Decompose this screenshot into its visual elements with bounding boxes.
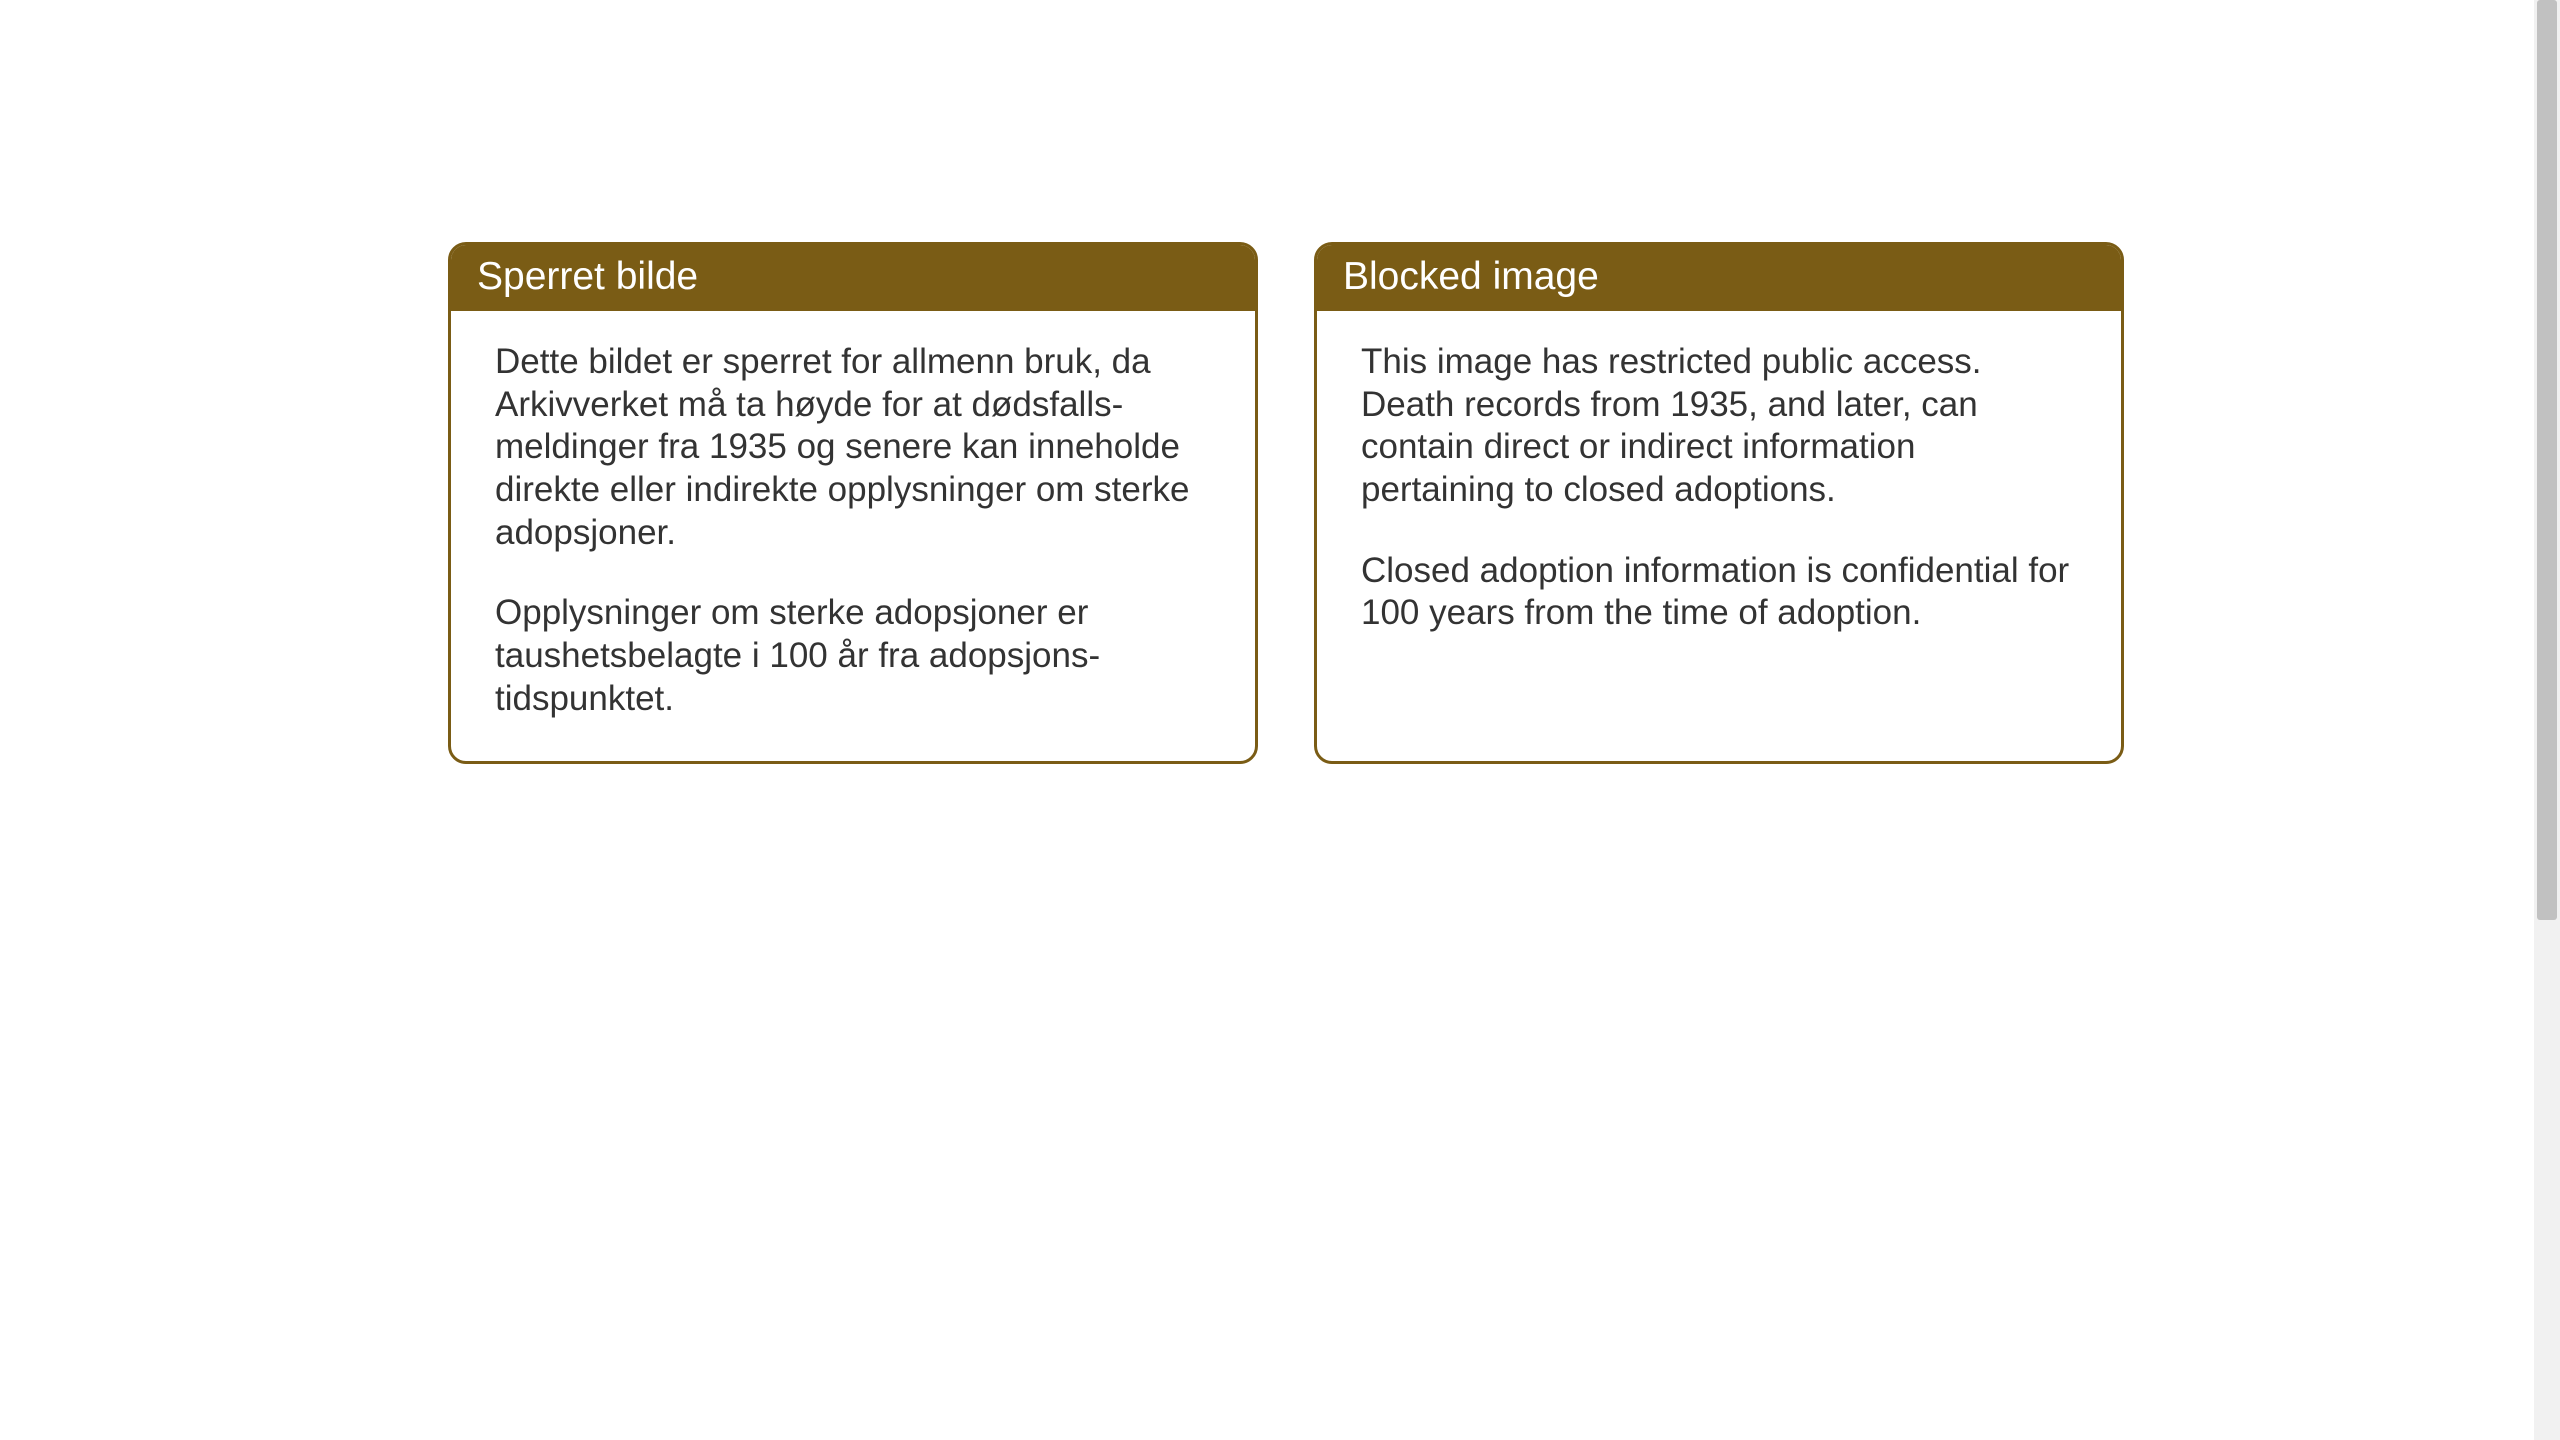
card-norwegian-header: Sperret bilde [451, 245, 1255, 311]
card-norwegian-paragraph-1: Dette bildet er sperret for allmenn bruk… [495, 341, 1211, 554]
card-norwegian-paragraph-2: Opplysninger om sterke adopsjoner er tau… [495, 592, 1211, 720]
card-norwegian-title: Sperret bilde [477, 255, 698, 298]
card-english-title: Blocked image [1343, 255, 1599, 298]
card-english-paragraph-2: Closed adoption information is confident… [1361, 550, 2077, 635]
card-norwegian-body: Dette bildet er sperret for allmenn bruk… [451, 311, 1255, 761]
card-english-body: This image has restricted public access.… [1317, 311, 2121, 761]
card-english-header: Blocked image [1317, 245, 2121, 311]
card-english-paragraph-1: This image has restricted public access.… [1361, 341, 2077, 512]
card-english: Blocked image This image has restricted … [1314, 242, 2124, 764]
card-container: Sperret bilde Dette bildet er sperret fo… [0, 0, 2560, 764]
scrollbar-thumb[interactable] [2537, 0, 2557, 920]
scrollbar-track[interactable] [2534, 0, 2560, 1440]
card-norwegian: Sperret bilde Dette bildet er sperret fo… [448, 242, 1258, 764]
